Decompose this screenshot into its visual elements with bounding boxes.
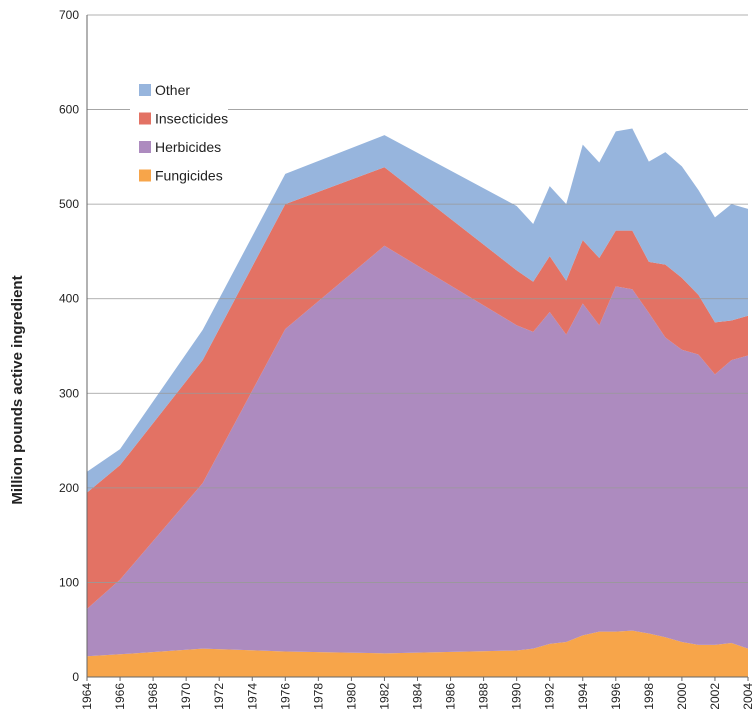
x-tick-label: 1966: [113, 683, 127, 709]
y-tick-label: 500: [59, 197, 79, 211]
x-tick-label: 1964: [80, 683, 94, 709]
x-tick-label: 1974: [245, 683, 259, 709]
x-tick-label: 1994: [576, 683, 590, 709]
y-tick-label: 200: [59, 481, 79, 495]
x-tick-label: 2004: [741, 683, 752, 709]
x-tick-label: 1996: [609, 683, 623, 709]
legend-label: Fungicides: [155, 168, 223, 184]
area: [87, 128, 748, 493]
legend-swatch: [139, 141, 151, 153]
x-tick-label: 1984: [411, 683, 425, 709]
legend-label: Insecticides: [155, 111, 228, 127]
y-axis-label: Million pounds active ingredient: [9, 275, 26, 504]
x-tick-label: 1990: [510, 683, 524, 709]
x-tick-label: 1972: [212, 683, 226, 709]
x-tick-label: 1998: [642, 683, 656, 709]
x-tick-label: 1976: [278, 683, 292, 709]
x-tick-label: 1992: [543, 683, 557, 709]
x-tick-label: 1988: [477, 683, 491, 709]
x-tick-label: 1968: [146, 683, 160, 709]
legend-swatch: [139, 84, 151, 96]
x-tick-label: 1970: [179, 683, 193, 709]
x-tick-label: 1986: [444, 683, 458, 709]
x-tick-label: 1982: [377, 683, 391, 709]
x-tick-label: 1978: [311, 683, 325, 709]
y-tick-label: 300: [59, 386, 79, 400]
x-tick-label: 1980: [344, 683, 358, 709]
legend-swatch: [139, 169, 151, 182]
y-tick-label: 0: [72, 670, 79, 684]
area: [87, 245, 748, 657]
area: [87, 167, 748, 609]
y-tick-label: 400: [59, 292, 79, 306]
legend-label: Herbicides: [155, 139, 221, 155]
x-tick-label: 2002: [708, 683, 722, 709]
legend-label: Other: [155, 82, 190, 98]
y-tick-label: 600: [59, 103, 79, 117]
legend-swatch: [139, 112, 151, 125]
area: [87, 630, 748, 677]
x-tick-label: 2000: [675, 683, 689, 709]
y-tick-label: 100: [59, 575, 79, 589]
y-tick-label: 700: [59, 8, 79, 22]
